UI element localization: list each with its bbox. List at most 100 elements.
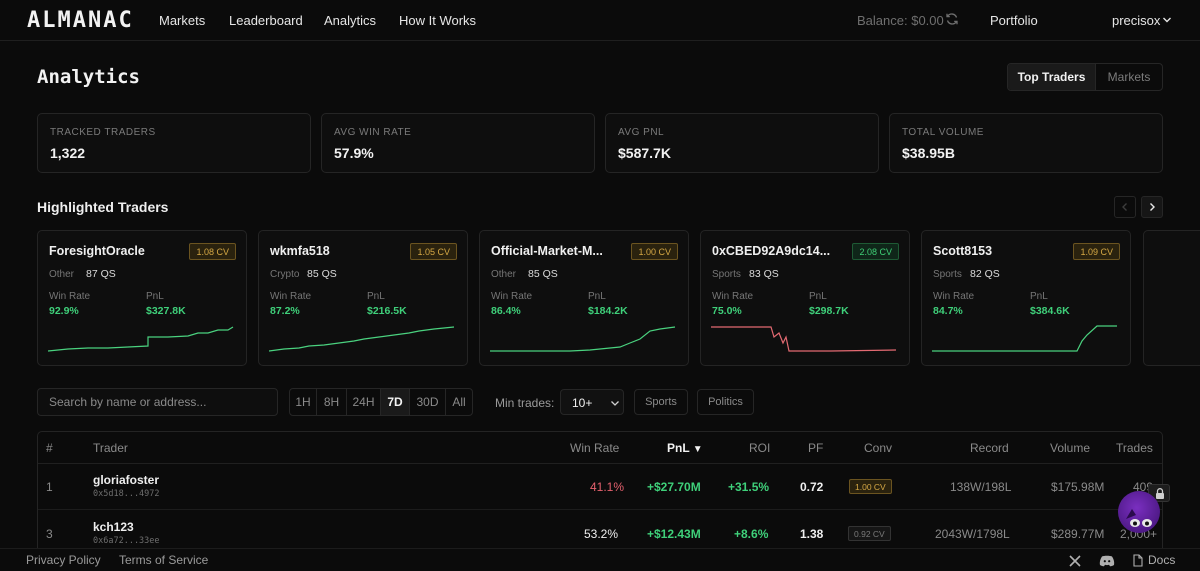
trader-card[interactable]: Scott8153 1.09 CV Sports 82 QS Win Rate PnL 84…	[921, 230, 1131, 366]
filter-chip-sports[interactable]: Sports	[634, 389, 688, 415]
trader-card[interactable]: ForesightOracle 1.08 CV Other 87 QS Win Rate…	[37, 230, 247, 366]
column-header-pnl[interactable]: PnL ▼	[667, 441, 703, 455]
user-menu-name[interactable]: precisox	[1112, 13, 1161, 28]
tab-markets[interactable]: Markets	[1107, 70, 1151, 84]
column-header-trades[interactable]: Trades	[1116, 441, 1153, 455]
carousel-next-button[interactable]	[1141, 196, 1163, 218]
column-header-roi[interactable]: ROI	[749, 441, 771, 455]
pnl-label: PnL	[1030, 291, 1048, 302]
footer-link-privacy[interactable]: Privacy Policy	[26, 553, 101, 567]
refresh-icon[interactable]	[945, 12, 959, 26]
trader-card-qs: 82 QS	[970, 268, 1000, 280]
win-rate-value: 92.9%	[49, 305, 79, 317]
trader-card-name: ForesightOracle	[49, 244, 145, 258]
brand-logo[interactable]: ALMANAC	[27, 8, 134, 33]
nav-link-how-it-works[interactable]: How It Works	[399, 13, 477, 28]
timeframe-all[interactable]: All	[452, 395, 466, 409]
timeframe-1h[interactable]: 1H	[290, 389, 317, 415]
filter-chip-politics[interactable]: Politics	[697, 389, 754, 415]
trader-card-qs: 85 QS	[307, 268, 337, 280]
column-header-record[interactable]: Record	[970, 441, 1009, 455]
view-toggle: Top Traders Markets	[1007, 63, 1163, 91]
balance-label: Balance:	[857, 13, 908, 28]
trader-card[interactable]: wkmfa518 1.05 CV Crypto 85 QS Win Rate PnL 87.…	[258, 230, 468, 366]
conviction-badge: 2.08 CV	[852, 243, 899, 260]
balance-value: $0.00	[911, 13, 944, 28]
conviction-badge: 1.00 CV	[849, 479, 892, 494]
footer: Privacy Policy Terms of Service Docs	[0, 548, 1200, 571]
pnl-value: $184.2K	[588, 305, 628, 317]
min-trades-select[interactable]: 10+	[560, 389, 624, 415]
stat-label: TRACKED TRADERS	[50, 127, 156, 138]
min-trades-label: Min trades:	[495, 396, 555, 410]
chevron-down-icon[interactable]	[1162, 16, 1172, 24]
pnl-sparkline	[490, 326, 676, 352]
column-header-pnl-label: PnL	[667, 441, 690, 455]
carousel-prev-button[interactable]	[1114, 196, 1136, 218]
pnl-value: $298.7K	[809, 305, 849, 317]
win-rate-label: Win Rate	[49, 291, 91, 302]
trader-card-name: wkmfa518	[270, 244, 330, 258]
footer-link-terms[interactable]: Terms of Service	[119, 553, 209, 567]
conviction-badge: 0.92 CV	[848, 526, 891, 541]
sort-desc-icon: ▼	[692, 444, 703, 455]
pnl-label: PnL	[588, 291, 606, 302]
timeframe-24h[interactable]: 24H	[347, 389, 381, 415]
timeframe-30d[interactable]: 30D	[410, 389, 446, 415]
balance-display: Balance: $0.00	[857, 13, 944, 28]
pnl-value: +$12.43M	[647, 527, 701, 541]
win-rate-label: Win Rate	[270, 291, 312, 302]
column-header-win-rate[interactable]: Win Rate	[570, 441, 620, 455]
trader-card-partial[interactable]	[1143, 230, 1200, 366]
top-navbar: ALMANAC Markets Leaderboard Analytics Ho…	[0, 0, 1200, 41]
pnl-sparkline	[932, 325, 1117, 352]
nav-link-markets[interactable]: Markets	[159, 13, 206, 28]
pnl-value: $216.5K	[367, 305, 407, 317]
win-rate-value: 84.7%	[933, 305, 963, 317]
trader-card[interactable]: 0xCBED92A9dc14... 2.08 CV Sports 83 QS Win R…	[700, 230, 910, 366]
chevron-left-icon	[1122, 203, 1127, 211]
record-value: 2043W/1798L	[935, 527, 1010, 541]
conviction-badge: 1.00 CV	[631, 243, 678, 260]
discord-icon[interactable]	[1099, 554, 1115, 567]
stat-card-total-volume: TOTAL VOLUME $38.95B	[889, 113, 1163, 173]
trader-name[interactable]: kch123	[93, 520, 134, 534]
column-header-pf[interactable]: PF	[808, 441, 824, 455]
row-divider	[38, 509, 1162, 510]
nav-link-portfolio[interactable]: Portfolio	[990, 13, 1038, 28]
column-header-volume[interactable]: Volume	[1050, 441, 1091, 455]
search-input[interactable]	[37, 388, 278, 416]
stat-card-tracked-traders: TRACKED TRADERS 1,322	[37, 113, 311, 173]
column-header-trader[interactable]: Trader	[93, 441, 128, 455]
stat-label: TOTAL VOLUME	[902, 127, 984, 138]
trader-address: 0x6a72...33ee	[93, 536, 160, 546]
column-header-rank[interactable]: #	[46, 441, 53, 455]
stat-label: AVG WIN RATE	[334, 127, 412, 138]
stat-value: $38.95B	[902, 145, 955, 161]
conviction-badge: 1.09 CV	[1073, 243, 1120, 260]
trader-name[interactable]: gloriafoster	[93, 473, 160, 487]
pnl-value: +$27.70M	[647, 480, 701, 494]
nav-link-leaderboard[interactable]: Leaderboard	[229, 13, 303, 28]
timeframe-8h[interactable]: 8H	[317, 389, 347, 415]
nav-link-analytics[interactable]: Analytics	[324, 13, 377, 28]
pnl-value: $327.8K	[146, 305, 186, 317]
stat-label: AVG PNL	[618, 127, 665, 138]
volume-value: $289.77M	[1051, 527, 1105, 541]
win-rate-label: Win Rate	[933, 291, 975, 302]
tab-top-traders[interactable]: Top Traders	[1008, 64, 1096, 90]
timeframe-7d[interactable]: 7D	[381, 389, 410, 415]
pnl-sparkline	[711, 326, 897, 352]
x-twitter-icon[interactable]	[1069, 555, 1081, 567]
assistant-avatar[interactable]	[1118, 491, 1160, 533]
pnl-sparkline	[48, 326, 234, 352]
column-header-conv[interactable]: Conv	[864, 441, 893, 455]
pnl-label: PnL	[146, 291, 164, 302]
trader-card-qs: 83 QS	[749, 268, 779, 280]
trader-card-category: Sports	[712, 269, 741, 280]
win-rate-value: 41.1%	[590, 480, 625, 494]
trader-card[interactable]: Official-Market-M... 1.00 CV Other 85 QS Win…	[479, 230, 689, 366]
footer-link-docs[interactable]: Docs	[1148, 553, 1176, 567]
win-rate-label: Win Rate	[712, 291, 754, 302]
docs-icon[interactable]	[1133, 554, 1143, 567]
